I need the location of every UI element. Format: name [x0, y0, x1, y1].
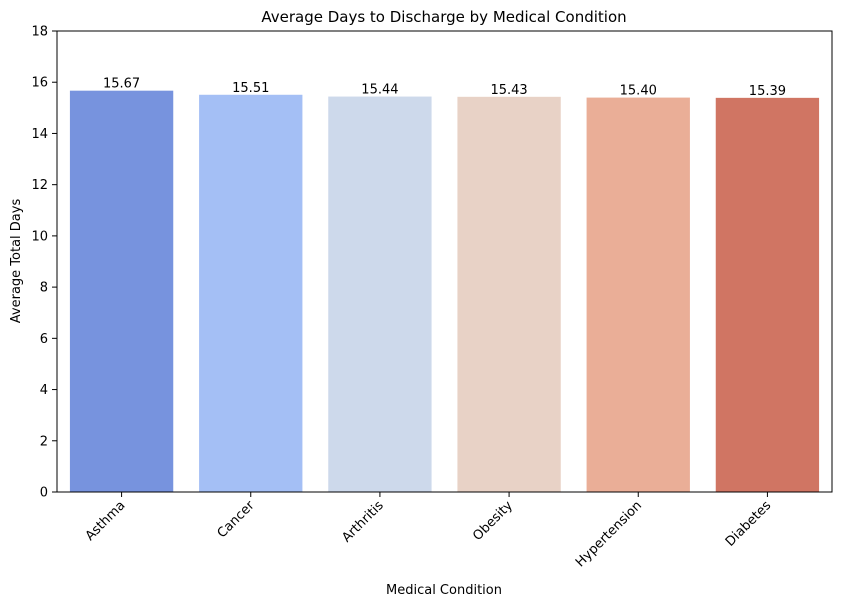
bar-obesity [457, 96, 561, 492]
bar-diabetes [715, 97, 820, 492]
x-tick-label-hypertension: Hypertension [573, 498, 645, 570]
y-tick-label: 10 [31, 229, 48, 244]
y-tick-label: 2 [40, 434, 48, 449]
x-tick-label-arthritis: Arthritis [339, 498, 387, 546]
y-tick-label: 18 [31, 25, 48, 40]
x-tick-label-diabetes: Diabetes [723, 498, 775, 550]
y-tick-label: 4 [40, 383, 48, 398]
data-label-asthma: 15.67 [103, 77, 140, 92]
y-tick-label: 6 [40, 332, 48, 347]
y-tick-label: 14 [31, 127, 48, 142]
bar-asthma [69, 90, 174, 492]
y-axis-ticks: 0 2 4 6 8 10 12 14 16 18 [31, 25, 57, 501]
x-axis-ticks: Asthma Cancer Arthritis Obesity Hypertension… [83, 492, 775, 570]
bars-layer [69, 90, 820, 492]
plot-frame [56, 30, 833, 493]
y-tick-label: 0 [40, 486, 48, 501]
y-tick-label: 16 [31, 76, 48, 91]
bar-arthritis [328, 96, 432, 492]
x-tick-label-asthma: Asthma [83, 498, 129, 544]
data-label-arthritis: 15.44 [361, 83, 398, 98]
data-label-hypertension: 15.40 [620, 84, 657, 99]
x-tick-label-obesity: Obesity [470, 498, 516, 544]
bar-hypertension [586, 97, 690, 492]
y-axis-label: Average Total Days [9, 199, 24, 324]
y-tick-label: 12 [31, 178, 48, 193]
x-axis-label: Medical Condition [386, 583, 502, 598]
data-label-cancer: 15.51 [232, 81, 269, 96]
x-tick-label-cancer: Cancer [215, 498, 258, 541]
bar-cancer [199, 94, 303, 492]
data-label-obesity: 15.43 [490, 83, 527, 98]
chart-title: Average Days to Discharge by Medical Con… [261, 8, 626, 26]
data-labels-layer: 15.67 15.51 15.44 15.43 15.40 15.39 [103, 77, 786, 99]
y-tick-label: 8 [40, 281, 48, 296]
data-label-diabetes: 15.39 [749, 84, 786, 99]
